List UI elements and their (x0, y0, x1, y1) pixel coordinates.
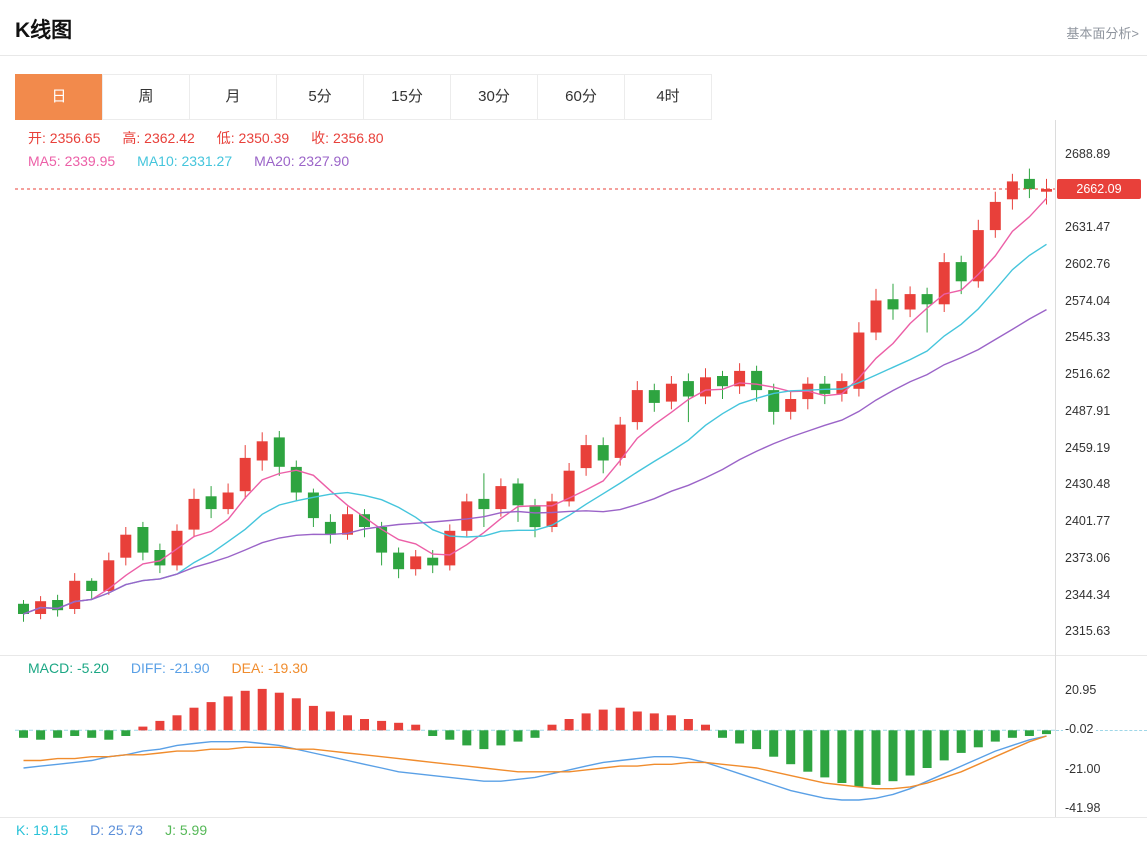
price-axis-label: 2574.04 (1063, 293, 1113, 308)
ma10-legend: MA10: 2331.27 (137, 153, 233, 169)
tab-5min[interactable]: 5分 (276, 74, 364, 120)
macd-legend: MACD: -5.20 DIFF: -21.90 DEA: -19.30 (28, 660, 330, 676)
macd-divider (0, 655, 1147, 656)
page-title: K线图 (15, 19, 73, 42)
price-axis-label: 2631.47 (1063, 220, 1113, 235)
price-axis-label: 2430.48 (1063, 477, 1113, 492)
price-axis: 2688.89 2631.47 2602.76 2574.04 2545.33 2516.… (1056, 120, 1147, 655)
candlestick-chart[interactable] (15, 120, 1055, 655)
macd-value: MACD: -5.20 (28, 660, 109, 676)
k-value: K: 19.15 (16, 822, 69, 838)
price-axis-label: 2688.89 (1063, 146, 1113, 161)
ohlc-open: 开: 2356.65 (28, 130, 101, 146)
ma5-line (23, 197, 1048, 615)
price-axis-label: 2602.76 (1063, 256, 1113, 271)
tab-weekly[interactable]: 周 (102, 74, 190, 120)
macd-axis: 20.95 -0.02 -21.00 -41.98 (1056, 655, 1147, 817)
period-tabs: 日周月 5分 15分 30分 60分 4时 (15, 74, 712, 120)
ma10-line (23, 243, 1047, 615)
macd-axis-label: -0.02 (1063, 722, 1096, 737)
price-axis-label: 2315.63 (1063, 624, 1113, 639)
diff-line (23, 735, 1047, 801)
current-price-tag: 2662.09 (1057, 179, 1141, 199)
axis-border-line (1055, 120, 1056, 817)
tab-daily[interactable]: 日 (15, 74, 103, 120)
tab-30min[interactable]: 30分 (450, 74, 538, 120)
dea-value: DEA: -19.30 (231, 660, 308, 676)
macd-section: MACD: -5.20 DIFF: -21.90 DEA: -19.30 20.95… (0, 655, 1147, 817)
tab-monthly[interactable]: 月 (189, 74, 277, 120)
kdj-divider (0, 817, 1147, 818)
candlestick-section: 开: 2356.65 高: 2362.42 低: 2350.39 收: 2356.80… (0, 120, 1147, 655)
ma5-legend: MA5: 2339.95 (28, 153, 116, 169)
ma-legend: MA5: 2339.95 MA10: 2331.27 MA20: 2327.90 (28, 153, 371, 169)
ohlc-low: 低: 2350.39 (216, 130, 290, 146)
price-axis-label: 2401.77 (1063, 514, 1113, 529)
ohlc-high: 高: 2362.42 (122, 130, 195, 146)
candles (18, 168, 1052, 622)
price-axis-label: 2459.19 (1063, 440, 1113, 455)
price-axis-label: 2373.06 (1063, 550, 1113, 565)
macd-chart[interactable] (15, 655, 1055, 817)
dea-line (23, 735, 1047, 790)
price-axis-label: 2516.62 (1063, 367, 1113, 382)
price-axis-label: 2487.91 (1063, 403, 1113, 418)
fundamental-analysis-link[interactable]: 基本面分析> (1066, 26, 1139, 41)
tab-4hour[interactable]: 4时 (624, 74, 712, 120)
header-divider (0, 55, 1147, 56)
tab-60min[interactable]: 60分 (537, 74, 625, 120)
ohlc-legend: 开: 2356.65 高: 2362.42 低: 2350.39 收: 2356.80 (28, 128, 406, 148)
ohlc-close: 收: 2356.80 (311, 130, 384, 146)
macd-axis-label: -41.98 (1063, 801, 1103, 816)
macd-zero-line-ext (1056, 730, 1147, 732)
price-axis-label: 2545.33 (1063, 330, 1113, 345)
ma20-legend: MA20: 2327.90 (254, 153, 350, 169)
diff-value: DIFF: -21.90 (130, 660, 210, 676)
d-value: D: 25.73 (90, 822, 144, 838)
kdj-legend: K: 19.15 D: 25.73 J: 5.99 (16, 822, 229, 838)
tab-15min[interactable]: 15分 (363, 74, 451, 120)
macd-histogram (19, 688, 1051, 787)
macd-axis-label: 20.95 (1063, 682, 1099, 697)
ma20-line (23, 308, 1047, 615)
price-axis-label: 2344.34 (1063, 587, 1113, 602)
j-value: J: 5.99 (165, 822, 208, 838)
macd-axis-label: -21.00 (1063, 761, 1103, 776)
